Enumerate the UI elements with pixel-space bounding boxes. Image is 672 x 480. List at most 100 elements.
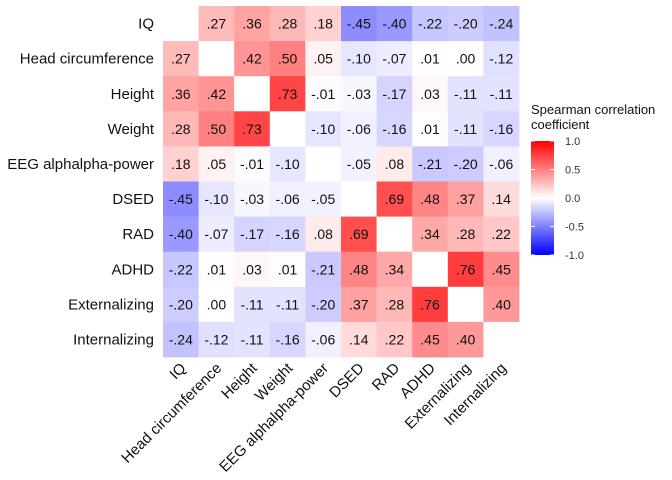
x-tick-label: IQ [166, 360, 189, 383]
heatmap-cell [234, 111, 271, 147]
heatmap-cell [447, 216, 484, 253]
y-tick-label: DSED [112, 191, 154, 208]
heatmap-cell [198, 321, 235, 358]
heatmap-cell [483, 111, 520, 147]
heatmap-cell [376, 146, 413, 182]
heatmap-cell [447, 286, 484, 323]
cell-value-label: .48 [349, 261, 369, 277]
heatmap-cell [305, 111, 342, 147]
cell-value-label: -.21 [311, 261, 335, 277]
cell-value-label: -.11 [240, 296, 263, 312]
heatmap-cell [163, 146, 199, 182]
cell-value-label: -.17 [240, 226, 264, 242]
heatmap-cell [341, 251, 377, 288]
cell-value-label: -.07 [204, 226, 228, 242]
x-tick-label: DSED [326, 360, 368, 402]
heatmap-cell [163, 6, 199, 42]
y-tick-label: Externalizing [68, 296, 154, 313]
heatmap-cell [234, 321, 271, 358]
cell-value-label: .76 [420, 296, 440, 312]
cell-value-label: .40 [456, 331, 476, 347]
y-tick-label: Weight [108, 121, 155, 138]
heatmap-cell [376, 321, 413, 358]
heatmap-cell [376, 181, 413, 217]
cell-value-label: -.05 [347, 156, 371, 172]
cell-value-label: -.06 [276, 191, 300, 207]
cell-value-label: -.10 [347, 51, 371, 67]
cell-value-label: .14 [349, 331, 369, 347]
heatmap-cell [483, 41, 520, 77]
cell-value-label: .40 [491, 296, 511, 312]
y-tick-label: IQ [138, 16, 154, 33]
cell-value-label: -.06 [489, 156, 513, 172]
legend-tick-label: -0.5 [565, 222, 584, 234]
heatmap-cell-labels: .27 .36 .28 .18 -.45 -.40 -.22 -.20 -.24 .27 .42 .5… [169, 16, 514, 348]
cell-value-label: .08 [313, 226, 333, 242]
heatmap-cell [305, 76, 342, 112]
cell-value-label: .34 [385, 261, 405, 277]
cell-value-label: -.10 [311, 121, 335, 137]
cell-value-label: -.20 [169, 296, 193, 312]
heatmap-cell [483, 146, 520, 182]
y-tick-label: ADHD [111, 261, 154, 278]
cell-value-label: .28 [456, 226, 476, 242]
heatmap-cell [341, 216, 377, 253]
cell-value-label: -.10 [204, 191, 228, 207]
heatmap-cell [269, 41, 306, 77]
cell-value-label: .37 [456, 191, 476, 207]
y-axis-labels: IQ Head circumference Height Weight EEG alph… [7, 16, 155, 349]
heatmap-cell [341, 146, 377, 182]
cell-value-label: -.16 [276, 226, 300, 242]
heatmap-cell [163, 41, 199, 77]
heatmap-cell [269, 111, 306, 147]
cell-value-label: .01 [278, 261, 298, 277]
heatmap-cell [234, 6, 271, 42]
heatmap-cell [412, 286, 449, 323]
cell-value-label: .73 [278, 86, 298, 102]
cell-value-label: -.11 [490, 86, 513, 102]
cell-value-label: -.20 [311, 296, 335, 312]
heatmap-cells [163, 6, 520, 358]
heatmap-cell [198, 6, 235, 42]
cell-value-label: -.24 [169, 331, 193, 347]
heatmap-cell [483, 76, 520, 112]
y-tick-label: Height [111, 86, 155, 103]
cell-value-label: -.06 [311, 331, 335, 347]
heatmap-cell [376, 286, 413, 323]
heatmap-cell [198, 76, 235, 112]
heatmap-cell [412, 146, 449, 182]
heatmap-cell [198, 216, 235, 253]
heatmap-cell [198, 286, 235, 323]
heatmap-cell [412, 76, 449, 112]
cell-value-label: .28 [385, 296, 405, 312]
cell-value-label: -.16 [276, 331, 300, 347]
cell-value-label: .27 [171, 51, 191, 67]
cell-value-label: -.24 [489, 16, 513, 32]
heatmap-cell [305, 216, 342, 253]
heatmap-cell [198, 111, 235, 147]
cell-value-label: .50 [207, 121, 227, 137]
heatmap-cell [269, 216, 306, 253]
heatmap-cell [412, 321, 449, 358]
cell-value-label: -.11 [454, 121, 477, 137]
heatmap-cell [447, 6, 484, 42]
cell-value-label: -.21 [418, 156, 442, 172]
cell-value-label: -.03 [240, 191, 264, 207]
cell-value-label: .34 [420, 226, 440, 242]
cell-value-label: .22 [491, 226, 511, 242]
heatmap-cell [483, 181, 520, 217]
heatmap-cell [341, 76, 377, 112]
heatmap-cell [412, 251, 449, 288]
cell-value-label: -.22 [418, 16, 442, 32]
heatmap-cell [305, 286, 342, 323]
heatmap-cell [163, 321, 199, 358]
y-tick-label: Internalizing [73, 331, 154, 348]
cell-value-label: -.11 [276, 296, 299, 312]
heatmap-cell [234, 76, 271, 112]
cell-value-label: -.12 [204, 331, 228, 347]
heatmap-cell [234, 286, 271, 323]
cell-value-label: -.01 [240, 156, 264, 172]
cell-value-label: .22 [385, 331, 405, 347]
heatmap-cell [269, 181, 306, 217]
